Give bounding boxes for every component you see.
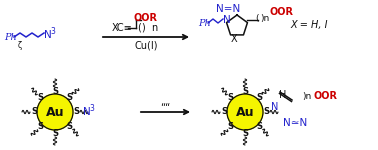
- Text: S: S: [263, 108, 269, 117]
- Text: OOR: OOR: [133, 13, 157, 23]
- Text: )  n: ) n: [142, 23, 158, 33]
- Circle shape: [37, 94, 73, 130]
- Text: X = H, I: X = H, I: [290, 20, 327, 30]
- Text: Ph: Ph: [198, 18, 211, 27]
- Text: 3: 3: [50, 27, 55, 36]
- Text: Ph: Ph: [4, 33, 17, 42]
- Text: )n: )n: [260, 14, 269, 22]
- Text: S: S: [257, 93, 263, 102]
- Text: Au: Au: [46, 105, 64, 118]
- Text: N≃N: N≃N: [283, 118, 307, 128]
- Text: S: S: [37, 122, 43, 131]
- Text: S: S: [31, 108, 37, 117]
- Text: )n: )n: [302, 92, 311, 100]
- Text: XC≡: XC≡: [112, 23, 133, 33]
- Text: N: N: [271, 102, 279, 112]
- Circle shape: [227, 94, 263, 130]
- Text: ““: ““: [160, 102, 170, 112]
- Text: S: S: [257, 122, 263, 131]
- Text: (: (: [137, 23, 141, 33]
- Text: Cu(I): Cu(I): [134, 41, 158, 51]
- Text: N: N: [83, 107, 91, 117]
- Text: S: S: [37, 93, 43, 102]
- Text: S: S: [227, 93, 233, 102]
- Text: S: S: [227, 122, 233, 131]
- Text: N: N: [44, 30, 52, 40]
- Text: (: (: [255, 14, 259, 22]
- Text: S: S: [67, 122, 73, 131]
- Text: H: H: [279, 90, 287, 100]
- Text: S: S: [221, 108, 227, 117]
- Text: 3: 3: [89, 104, 94, 113]
- Text: S: S: [73, 108, 79, 117]
- Text: S: S: [52, 129, 58, 138]
- Text: S: S: [242, 87, 248, 96]
- Text: S: S: [242, 129, 248, 138]
- Text: S: S: [52, 87, 58, 96]
- Text: X: X: [231, 34, 237, 44]
- Text: ζ: ζ: [18, 40, 22, 50]
- Text: Au: Au: [236, 105, 254, 118]
- Text: N: N: [223, 15, 231, 25]
- Text: OOR: OOR: [270, 7, 294, 17]
- Text: OOR: OOR: [314, 91, 338, 101]
- Text: S: S: [67, 93, 73, 102]
- Text: N=N: N=N: [216, 4, 240, 14]
